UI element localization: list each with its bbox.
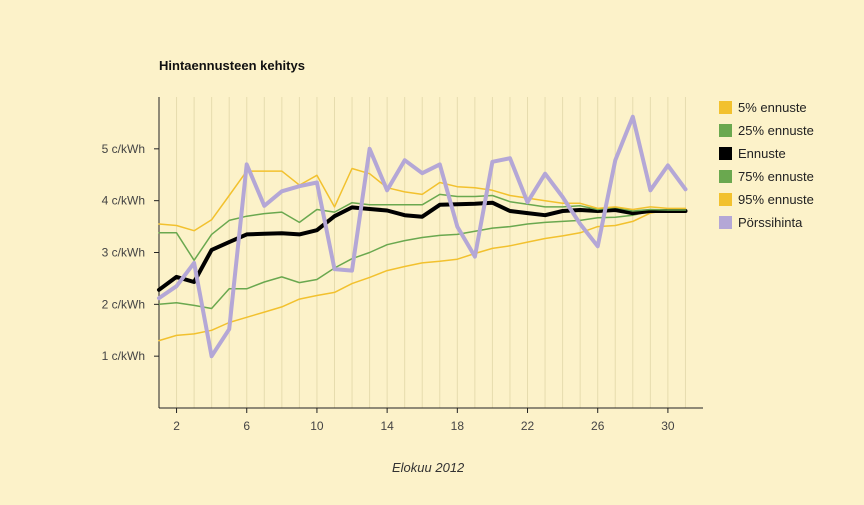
legend-item: 95% ennuste [719, 188, 814, 211]
series-line [158, 193, 687, 262]
legend-swatch [719, 216, 732, 229]
y-tick-label: 2 c/kWh [102, 297, 145, 311]
legend-item: 75% ennuste [719, 165, 814, 188]
legend-swatch [719, 101, 732, 114]
legend-item: Ennuste [719, 142, 814, 165]
series-line [157, 200, 688, 292]
x-tick-label: 2 [173, 419, 180, 433]
legend: 5% ennuste 25% ennuste Ennuste 75% ennuste 9… [719, 96, 814, 234]
legend-item: 25% ennuste [719, 119, 814, 142]
legend-swatch [719, 193, 732, 206]
series-layer [157, 114, 688, 359]
legend-label: 25% ennuste [738, 123, 814, 138]
y-tick-label: 3 c/kWh [102, 246, 145, 260]
legend-item: Pörssihinta [719, 211, 814, 234]
legend-label: Ennuste [738, 146, 786, 161]
x-tick-label: 18 [451, 419, 465, 433]
legend-item: 5% ennuste [719, 96, 814, 119]
x-axis-label: Elokuu 2012 [392, 460, 465, 475]
series-line [158, 209, 687, 310]
series-line [158, 209, 687, 342]
chart-title: Hintaennusteen kehitys [159, 58, 305, 73]
grid-layer [176, 97, 686, 408]
x-tick-label: 6 [243, 419, 250, 433]
y-tick-label: 1 c/kWh [102, 349, 145, 363]
legend-swatch [719, 170, 732, 183]
legend-swatch [719, 124, 732, 137]
x-tick-label: 10 [310, 419, 324, 433]
legend-swatch [719, 147, 732, 160]
x-tick-label: 22 [521, 419, 535, 433]
y-tick-label: 4 c/kWh [102, 194, 145, 208]
legend-label: Pörssihinta [738, 215, 803, 230]
legend-label: 75% ennuste [738, 169, 814, 184]
series-line [157, 114, 688, 359]
legend-label: 95% ennuste [738, 192, 814, 207]
y-tick-label: 5 c/kWh [102, 142, 145, 156]
x-tick-label: 30 [661, 419, 675, 433]
x-tick-label: 14 [380, 419, 394, 433]
x-tick-label: 26 [591, 419, 605, 433]
legend-label: 5% ennuste [738, 100, 807, 115]
